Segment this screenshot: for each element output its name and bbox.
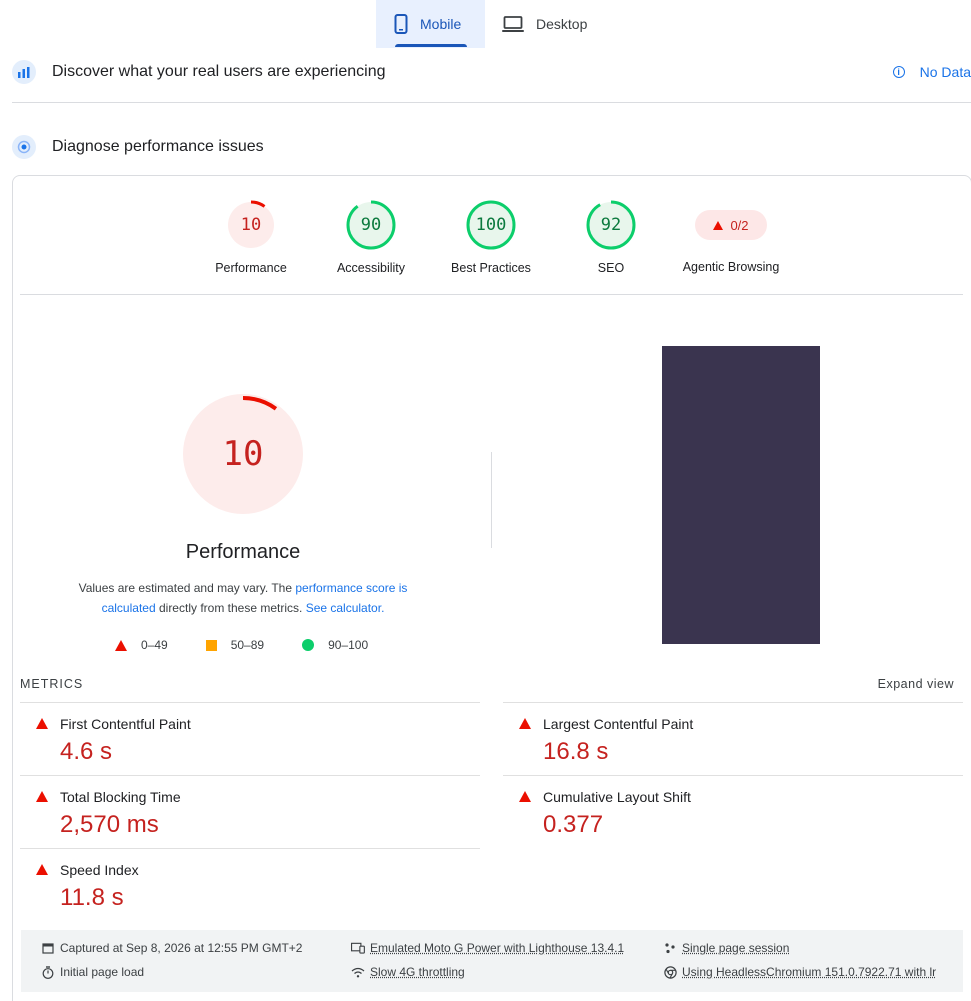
network-throttling[interactable]: Slow 4G throttling [351, 965, 465, 979]
section-divider [12, 102, 971, 103]
fail-triangle-icon [713, 221, 723, 230]
agentic-value: 0/2 [730, 218, 748, 233]
tab-mobile[interactable]: Mobile [376, 0, 485, 48]
pass-circle-icon [302, 639, 314, 651]
performance-title: Performance [143, 541, 343, 564]
gauge-performance[interactable]: 10 Performance [196, 200, 306, 275]
no-data-label: No Data [920, 64, 971, 80]
average-square-icon [206, 640, 217, 651]
device-tabs: Mobile [376, 0, 626, 48]
session-icon [663, 942, 677, 954]
performance-score: 10 [183, 394, 303, 514]
target-icon [12, 135, 36, 159]
device-label: Emulated Moto G Power with Lighthouse 13… [370, 941, 624, 955]
browser-label: Using HeadlessChromium 151.0.7922.71 wit… [682, 965, 936, 979]
metric-fcp[interactable]: First Contentful Paint 4.6 s [20, 702, 480, 775]
gauges-divider [20, 294, 963, 295]
crux-title: Discover what your real users are experi… [52, 63, 385, 81]
metric-value: 11.8 s [60, 884, 124, 912]
metric-name: Largest Contentful Paint [543, 716, 693, 732]
session-label: Single page session [682, 941, 789, 955]
legend-average: 50–89 [206, 638, 264, 652]
metric-name: Total Blocking Time [60, 789, 181, 805]
metrics-heading: METRICS [20, 677, 83, 691]
legend-fail: 0–49 [115, 638, 168, 652]
gauge-score: 92 [586, 200, 636, 250]
metric-name: Speed Index [60, 862, 139, 878]
vertical-separator [491, 452, 492, 548]
fail-triangle-icon [519, 718, 531, 729]
tab-desktop-button[interactable]: Desktop [502, 0, 587, 48]
gauge-best-practices[interactable]: 100 Best Practices [436, 200, 546, 275]
captured-label: Captured at Sep 8, 2026 at 12:55 PM GMT+… [60, 941, 302, 955]
score-legend: 0–49 50–89 90–100 [115, 638, 406, 652]
gauge-agentic-browsing[interactable]: 0/2 Agentic Browsing [676, 200, 786, 274]
metric-speed-index[interactable]: Speed Index 11.8 s [20, 848, 480, 921]
diagnose-title: Diagnose performance issues [52, 138, 264, 156]
metric-value: 16.8 s [543, 738, 608, 766]
metric-name: First Contentful Paint [60, 716, 191, 732]
gauge-score: 10 [226, 200, 276, 250]
browser-info[interactable]: Using HeadlessChromium 151.0.7922.71 wit… [663, 965, 936, 979]
gauge-ring: 100 [466, 200, 516, 250]
expand-view-button[interactable]: Expand view [878, 677, 954, 691]
metric-name: Cumulative Layout Shift [543, 789, 691, 805]
devices-icon [351, 942, 365, 954]
desc-text-2: directly from these metrics. [156, 601, 306, 615]
laptop-icon [502, 15, 524, 33]
agentic-badge: 0/2 [695, 210, 767, 240]
page-load: Initial page load [41, 965, 144, 979]
load-label: Initial page load [60, 965, 144, 979]
captured-at: Captured at Sep 8, 2026 at 12:55 PM GMT+… [41, 941, 302, 955]
diagnose-section: Diagnose performance issues [12, 135, 971, 159]
gauge-score: 90 [346, 200, 396, 250]
emulated-device[interactable]: Emulated Moto G Power with Lighthouse 13… [351, 941, 624, 955]
wifi-icon [351, 967, 365, 978]
metric-cls[interactable]: Cumulative Layout Shift 0.377 [503, 775, 963, 848]
gauge-ring: 10 [226, 200, 276, 250]
gauge-seo[interactable]: 92 SEO [556, 200, 666, 275]
fail-triangle-icon [36, 791, 48, 802]
legend-pass: 90–100 [302, 638, 368, 652]
timer-icon [41, 966, 55, 979]
desc-text-1: Values are estimated and may vary. The [79, 581, 296, 595]
gauge-accessibility[interactable]: 90 Accessibility [316, 200, 426, 275]
tab-mobile-label: Mobile [420, 16, 461, 32]
no-data-status[interactable]: i No Data [893, 64, 971, 80]
metric-value: 2,570 ms [60, 811, 159, 839]
metric-value: 4.6 s [60, 738, 112, 766]
fail-triangle-icon [519, 791, 531, 802]
fail-triangle-icon [115, 640, 127, 651]
metric-lcp[interactable]: Largest Contentful Paint 16.8 s [503, 702, 963, 775]
gauge-label: Agentic Browsing [676, 260, 786, 274]
performance-description: Values are estimated and may vary. The p… [60, 578, 426, 618]
fail-triangle-icon [36, 864, 48, 875]
users-chart-icon [12, 60, 36, 84]
gauge-ring: 90 [346, 200, 396, 250]
metric-tbt[interactable]: Total Blocking Time 2,570 ms [20, 775, 480, 848]
gauge-label: SEO [556, 261, 666, 275]
calendar-icon [41, 942, 55, 954]
gauge-ring: 92 [586, 200, 636, 250]
legend-average-label: 50–89 [231, 638, 264, 652]
info-icon: i [893, 66, 905, 78]
legend-pass-label: 90–100 [328, 638, 368, 652]
gauge-label: Best Practices [436, 261, 546, 275]
see-calculator-link[interactable]: See calculator. [306, 601, 385, 615]
page-session[interactable]: Single page session [663, 941, 789, 955]
gauge-score: 100 [466, 200, 516, 250]
legend-fail-label: 0–49 [141, 638, 168, 652]
chrome-icon [663, 966, 677, 979]
throttling-label: Slow 4G throttling [370, 965, 465, 979]
metric-value: 0.377 [543, 811, 603, 839]
crux-section: Discover what your real users are experi… [12, 60, 971, 84]
gauge-label: Accessibility [316, 261, 426, 275]
final-screenshot[interactable] [662, 346, 820, 644]
fail-triangle-icon [36, 718, 48, 729]
gauge-label: Performance [196, 261, 306, 275]
tab-desktop-label: Desktop [536, 16, 587, 32]
phone-icon [394, 14, 408, 34]
runtime-settings: Captured at Sep 8, 2026 at 12:55 PM GMT+… [21, 930, 963, 992]
